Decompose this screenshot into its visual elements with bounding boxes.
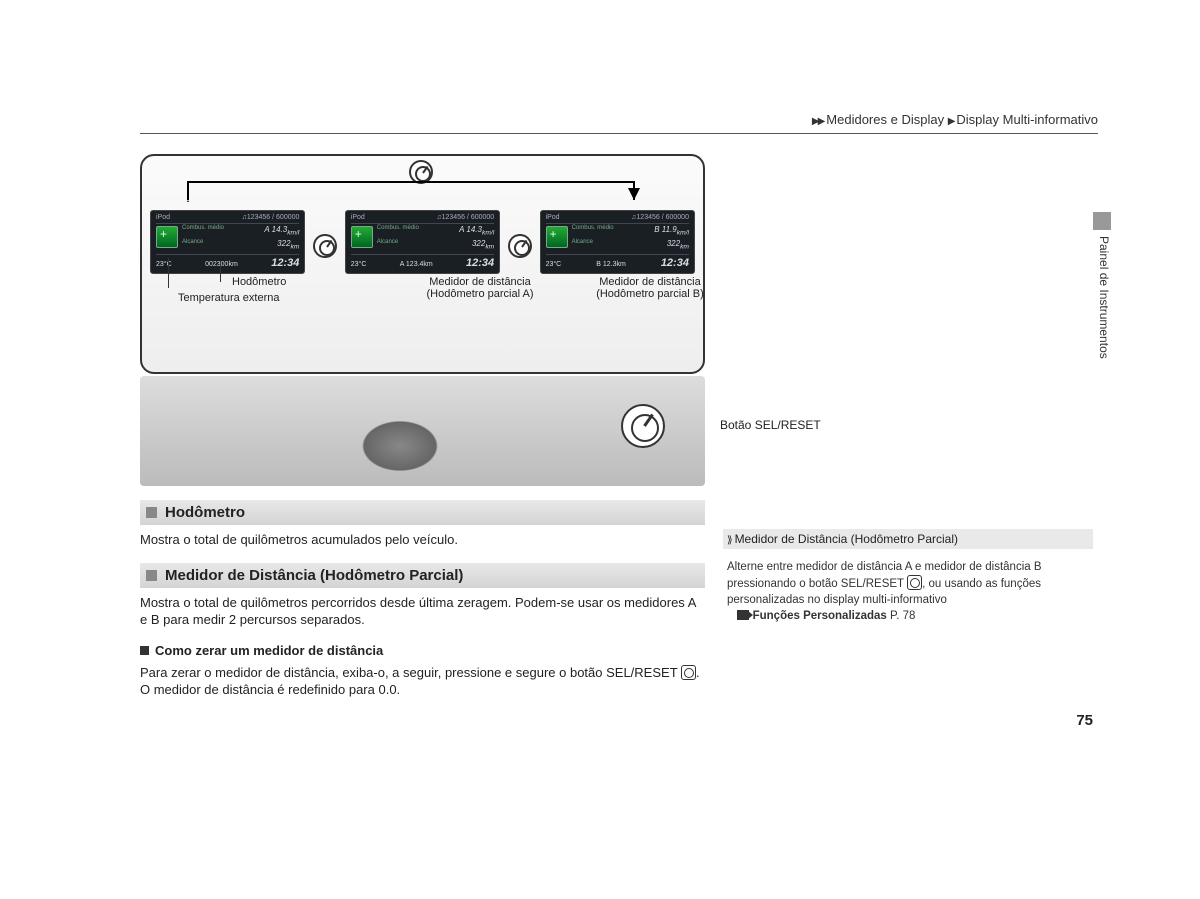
display-screen-3: iPod♫123456 / 600000 Combus. médioB 11.9… <box>540 210 695 274</box>
gauge-icon <box>508 234 531 258</box>
section-head-hodometro: Hodômetro <box>140 500 705 525</box>
square-bullet-icon <box>140 646 149 655</box>
section-title: Medidor de Distância (Hodômetro Parcial) <box>165 567 463 584</box>
cycle-arrows <box>174 178 648 202</box>
square-bullet-icon <box>146 507 157 518</box>
breadcrumb-a: Medidores e Display <box>826 112 944 127</box>
subsection-body: Para zerar o medidor de distância, exiba… <box>140 664 705 699</box>
label-trip-b: Medidor de distância(Hodômetro parcial B… <box>580 276 720 300</box>
section-body: Mostra o total de quilômetros percorrido… <box>140 594 705 629</box>
display-screen-1: iPod♫123456 / 600000 Combus. médioA 14.3… <box>150 210 305 274</box>
note-body: Alterne entre medidor de distância A e m… <box>723 549 1093 624</box>
square-bullet-icon <box>146 570 157 581</box>
note-header: ⟫Medidor de Distância (Hodômetro Parcial… <box>723 529 1093 549</box>
screens-row: iPod♫123456 / 600000 Combus. médioA 14.3… <box>150 210 695 274</box>
chevron-icon: ▶ <box>948 116 954 127</box>
fuel-pump-icon <box>351 226 373 248</box>
section-title: Hodômetro <box>165 504 245 521</box>
figure-labels: Hodômetro Temperatura externa Medidor de… <box>150 274 695 314</box>
reference-arrow-icon <box>737 610 749 620</box>
page: ▶▶Medidores e Display ▶Display Multi-inf… <box>140 112 1098 699</box>
fuel-pump-icon <box>156 226 178 248</box>
gauge-icon <box>681 665 696 680</box>
side-tab-label: Painel de Instrumentos <box>1093 232 1111 372</box>
gauge-icon <box>907 575 922 590</box>
breadcrumb: ▶▶Medidores e Display ▶Display Multi-inf… <box>140 112 1098 134</box>
figure-box: iPod♫123456 / 600000 Combus. médioA 14.3… <box>140 154 705 374</box>
right-column: Painel de Instrumentos ⟫Medidor de Distâ… <box>723 154 1093 699</box>
section-body: Mostra o total de quilômetros acumulados… <box>140 531 705 549</box>
display-screen-2: iPod♫123456 / 600000 Combus. médioA 14.3… <box>345 210 500 274</box>
label-hodometro: Hodômetro <box>232 276 286 288</box>
gauge-icon <box>313 234 336 258</box>
chevron-icon: ⟫ <box>727 535 733 546</box>
breadcrumb-b: Display Multi-informativo <box>956 112 1098 127</box>
reference-link[interactable]: Funções Personalizadas <box>753 610 887 622</box>
fuel-pump-icon <box>546 226 568 248</box>
chevron-icon: ▶▶ <box>812 116 823 127</box>
left-column: iPod♫123456 / 600000 Combus. médioA 14.3… <box>140 154 705 699</box>
page-number: 75 <box>1076 712 1093 729</box>
label-temp: Temperatura externa <box>178 292 280 304</box>
sel-reset-button-icon <box>621 404 665 448</box>
label-trip-a: Medidor de distância(Hodômetro parcial A… <box>410 276 550 300</box>
dashboard-illustration <box>140 376 705 486</box>
side-tab-icon <box>1093 212 1111 230</box>
section-head-trip: Medidor de Distância (Hodômetro Parcial) <box>140 563 705 588</box>
dashboard-illustration-wrap: Botão SEL/RESET <box>140 376 705 486</box>
subsection-title: Como zerar um medidor de distância <box>140 643 705 658</box>
content-columns: iPod♫123456 / 600000 Combus. médioA 14.3… <box>140 154 1098 699</box>
